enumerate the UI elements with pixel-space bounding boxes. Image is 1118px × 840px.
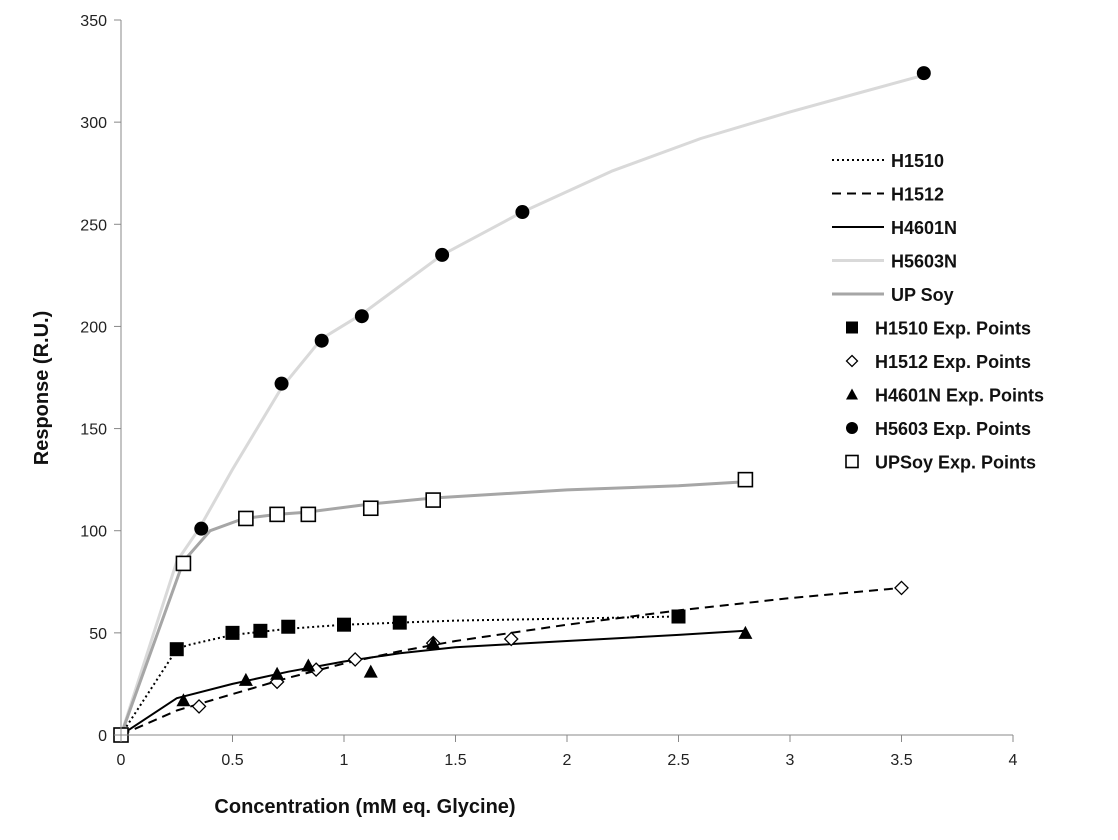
- y-tick-label: 50: [89, 626, 107, 643]
- legend-entry-h1510: H1510: [832, 151, 944, 171]
- data-point: [354, 309, 369, 324]
- data-point: [426, 636, 441, 650]
- legend-label: H4601N Exp. Points: [875, 386, 1044, 406]
- legend-swatch: [846, 388, 858, 400]
- legend-label: H1512: [891, 185, 944, 205]
- legend-entry-upsoy-exp-points: UPSoy Exp. Points: [845, 453, 1036, 473]
- data-point: [191, 698, 207, 714]
- data-point: [347, 651, 363, 667]
- legend-label: H1512 Exp. Points: [875, 352, 1031, 372]
- legend-swatch: [846, 422, 858, 434]
- data-point: [301, 658, 316, 672]
- legend-label: H5603N: [891, 252, 957, 272]
- data-point: [392, 615, 407, 630]
- series-line-h4601n: [120, 629, 747, 736]
- series-line-up-soy: [119, 480, 747, 737]
- y-tick-label: 350: [80, 13, 107, 30]
- data-point: [253, 623, 268, 638]
- legend: H1510 H1512 H4601N H5603N UP Soy H1510 Exp. P…: [832, 151, 1044, 473]
- legend-label: UPSoy Exp. Points: [875, 453, 1036, 473]
- x-tick-label: 0: [117, 752, 126, 769]
- series-line-h5603n: [119, 73, 926, 737]
- legend-entry-h1512: H1512: [832, 185, 944, 205]
- data-point: [337, 617, 351, 632]
- legend-entry-h5603n: H5603N: [832, 252, 957, 272]
- y-tick-label: 0: [98, 728, 107, 745]
- data-point: [435, 247, 450, 262]
- data-point: [425, 492, 442, 508]
- legend-entry-h1510-exp-points: H1510 Exp. Points: [846, 319, 1031, 339]
- legend-entry-h5603-exp-points: H5603 Exp. Points: [846, 419, 1031, 439]
- x-tick-label: 2.5: [667, 752, 689, 769]
- y-axis: 0 50 100 150 200 250 300 350: [80, 13, 122, 745]
- legend-label: H5603 Exp. Points: [875, 419, 1031, 439]
- data-point: [270, 666, 285, 680]
- x-tick-label: 0.5: [221, 752, 243, 769]
- x-tick-label: 2: [563, 752, 572, 769]
- series-h5603-exp-points: [114, 66, 931, 742]
- x-tick-label: 1: [340, 752, 349, 769]
- series-h1512-exp-points: [113, 580, 909, 743]
- y-tick-label: 100: [80, 524, 107, 541]
- data-point: [300, 506, 317, 523]
- y-tick-label: 150: [80, 422, 107, 439]
- data-point: [515, 205, 530, 220]
- data-point: [274, 376, 289, 391]
- legend-label: H4601N: [891, 218, 957, 238]
- data-point: [362, 500, 379, 517]
- series-h1510-exp-points: [114, 609, 686, 742]
- data-point: [194, 521, 209, 536]
- series-h4601n-exp-points: [114, 625, 753, 741]
- legend-entry-h4601n: H4601N: [832, 218, 957, 238]
- legend-entry-up-soy: UP Soy: [832, 285, 954, 305]
- y-tick-label: 250: [80, 217, 107, 234]
- data-point: [916, 66, 931, 81]
- data-point: [671, 609, 686, 624]
- plot-area: [113, 66, 931, 743]
- data-point: [175, 555, 192, 572]
- series-h5603n: [119, 73, 926, 737]
- x-axis: 0 0.5 1 1.5 2 2.5 3 3.5 4: [117, 734, 1018, 769]
- legend-label: UP Soy: [891, 285, 954, 305]
- data-point: [737, 471, 754, 488]
- data-point: [738, 625, 753, 639]
- x-tick-label: 1.5: [444, 752, 466, 769]
- legend-label: H1510 Exp. Points: [875, 319, 1031, 339]
- series-up-soy: [119, 480, 747, 737]
- data-point: [238, 510, 254, 527]
- y-tick-label: 200: [80, 319, 107, 336]
- data-point: [894, 580, 909, 596]
- series-h1512: [120, 586, 902, 736]
- legend-entry-h1512-exp-points: H1512 Exp. Points: [845, 352, 1031, 372]
- data-point: [314, 333, 329, 348]
- legend-entry-h4601n-exp-points: H4601N Exp. Points: [846, 386, 1044, 406]
- legend-swatch: [845, 354, 859, 368]
- data-point: [225, 625, 240, 640]
- legend-swatch: [846, 321, 858, 334]
- x-tick-label: 4: [1009, 752, 1018, 769]
- series-h1510: [120, 615, 679, 736]
- x-axis-title: Concentration (mM eq. Glycine): [214, 796, 515, 818]
- data-point: [169, 642, 184, 657]
- y-tick-label: 300: [80, 115, 107, 132]
- data-point: [176, 693, 191, 707]
- data-point: [363, 664, 378, 678]
- series-line-h1512: [120, 586, 902, 736]
- series-line-h1510: [120, 615, 679, 736]
- x-tick-label: 3: [786, 752, 795, 769]
- y-axis-title: Response (R.U.): [31, 311, 53, 465]
- series-h4601n: [120, 629, 747, 736]
- data-point: [503, 631, 519, 647]
- data-point: [269, 506, 285, 523]
- legend-label: H1510: [891, 151, 944, 171]
- x-tick-label: 3.5: [890, 752, 912, 769]
- legend-swatch: [845, 454, 859, 469]
- data-point: [281, 619, 296, 634]
- data-point: [238, 672, 253, 686]
